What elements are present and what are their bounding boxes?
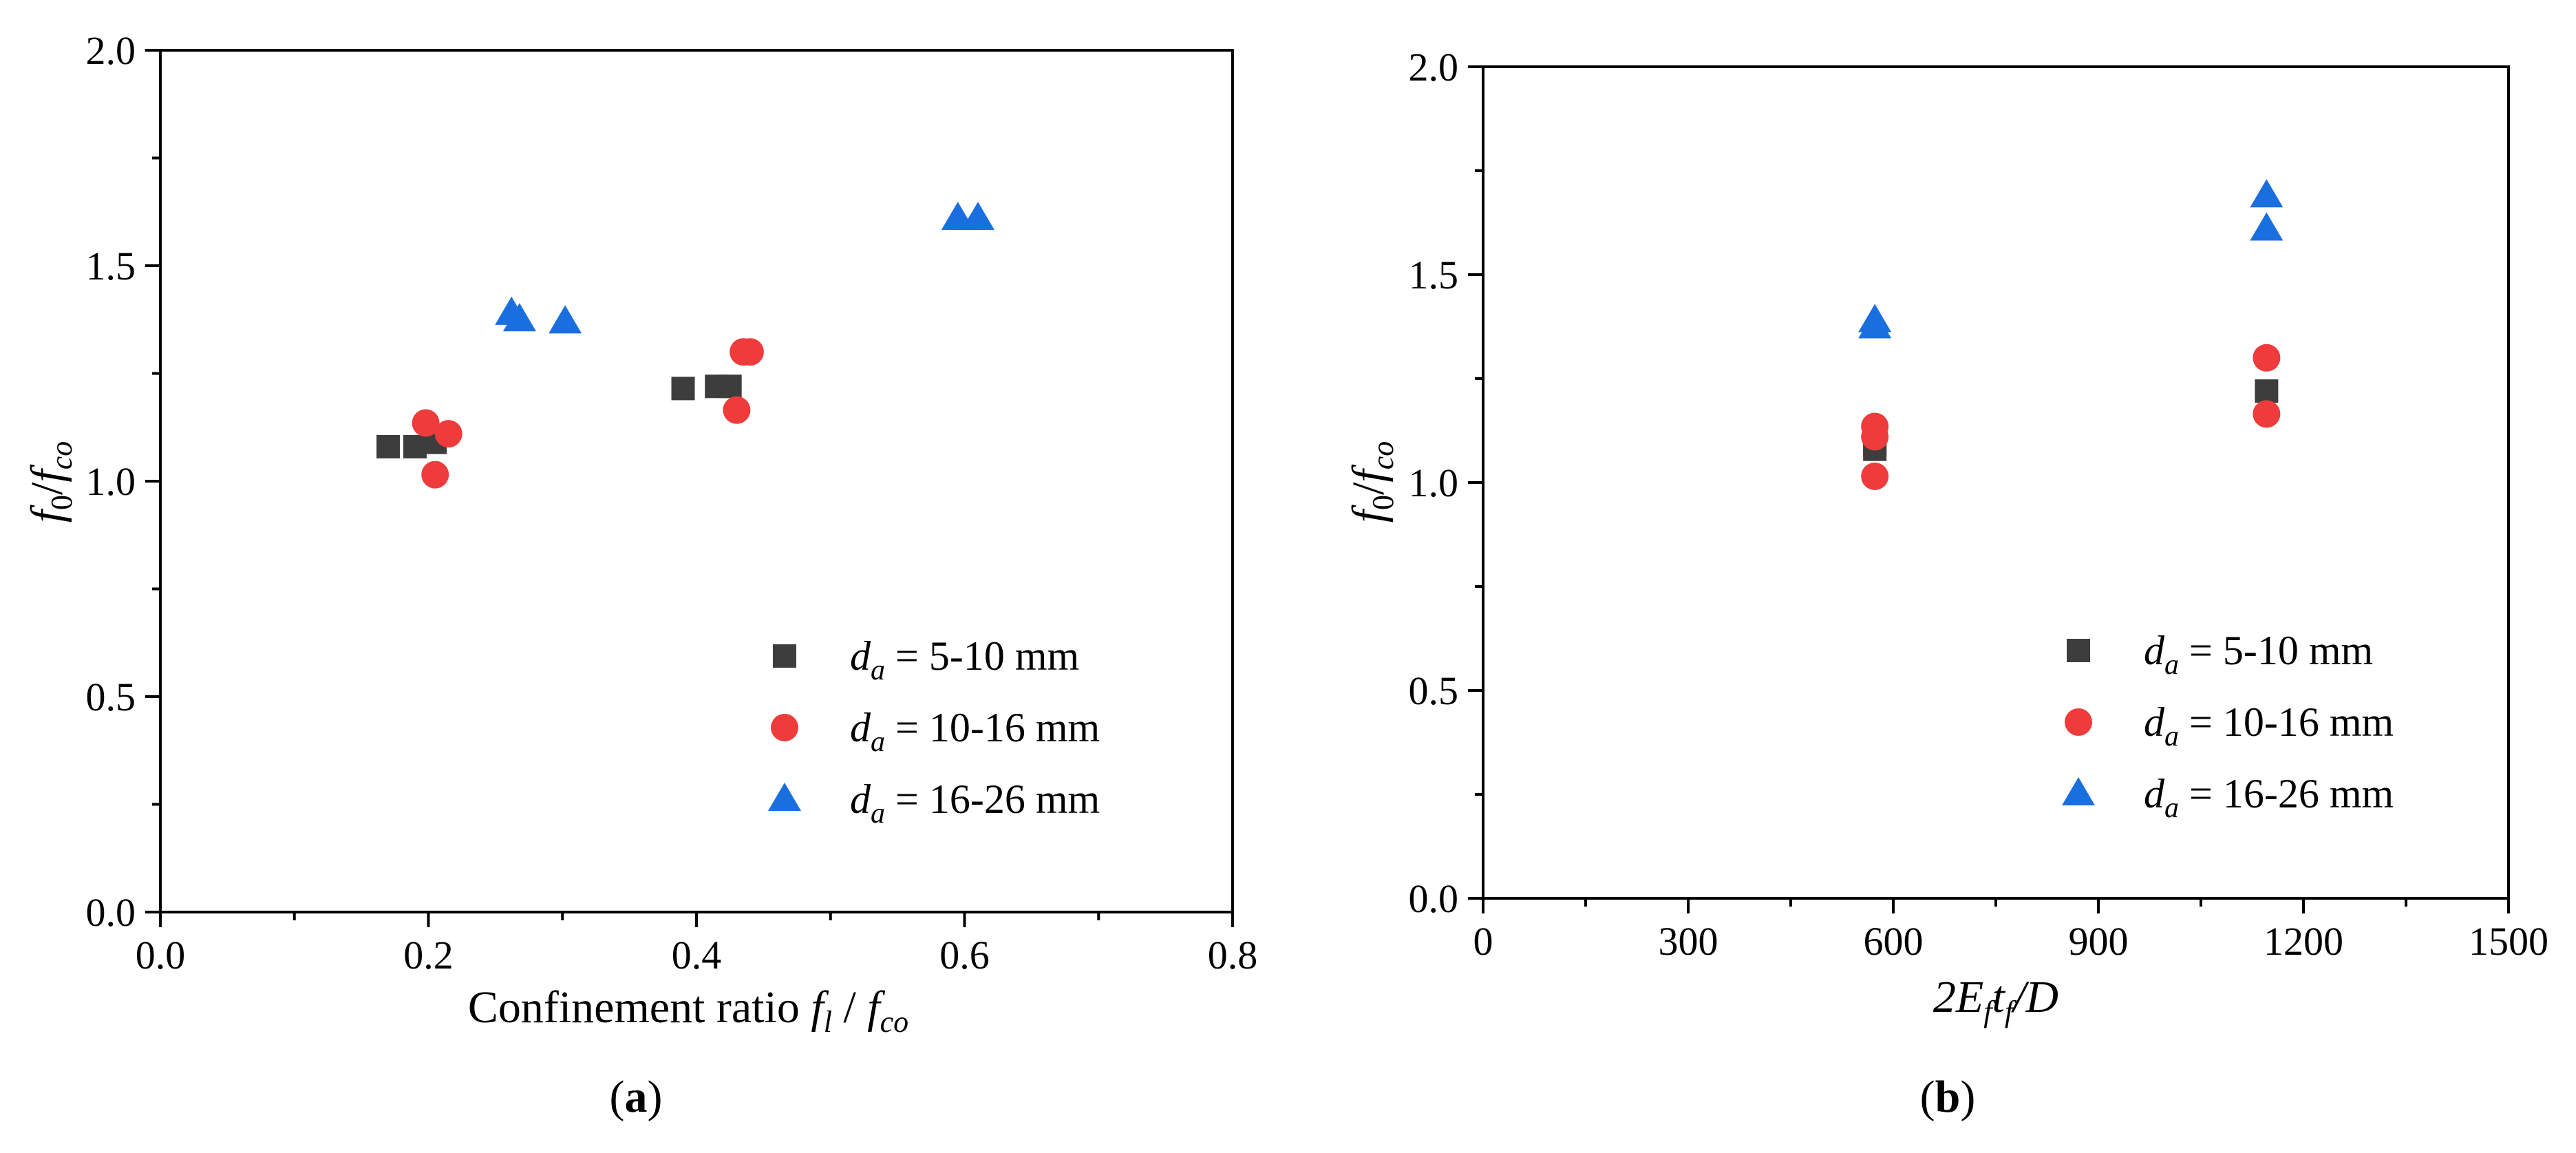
- legend-label: da = 10-16 mm: [2144, 699, 2394, 752]
- panel-a: 0.0 0.2 0.4 0.6 0.8 0.0 0.5 1.0 1.5 2.0 f0/fco Conf…: [22, 28, 1257, 1122]
- legend-label: da = 16-26 mm: [850, 776, 1100, 829]
- data-point-triangle: [549, 305, 582, 334]
- legend-sub: a: [871, 798, 885, 829]
- legend-symbol: d: [850, 705, 871, 750]
- legend-symbol: d: [2144, 628, 2165, 673]
- data-point-circle: [1861, 412, 1889, 441]
- data-point-square: [718, 374, 742, 399]
- legend-label: da = 16-26 mm: [2144, 771, 2394, 824]
- y-title-sub: 0: [1366, 495, 1400, 510]
- x-tick-label: 600: [1864, 919, 1924, 964]
- panel-paren: ): [648, 1072, 663, 1122]
- y-title-slash: /: [22, 482, 72, 495]
- y-tick-label: 1.5: [1409, 253, 1459, 297]
- x-tick-label: 900: [2069, 919, 2129, 964]
- data-point-circle: [2253, 400, 2281, 428]
- x-title-text: /D: [2010, 972, 2058, 1022]
- data-point-circle: [2253, 343, 2281, 372]
- y-title-slash: /: [1343, 482, 1394, 495]
- data-point-square: [671, 377, 695, 401]
- legend-label: da = 5-10 mm: [2144, 628, 2373, 681]
- legend-sub: a: [2164, 649, 2179, 681]
- legend-marker-circle: [2065, 708, 2092, 736]
- legend-rest: = 16-26 mm: [2179, 771, 2394, 816]
- legend-rest: = 5-10 mm: [885, 633, 1079, 679]
- x-tick-label: 0.4: [672, 933, 722, 977]
- data-point-circle: [434, 420, 462, 448]
- legend-label: da = 10-16 mm: [850, 705, 1100, 758]
- y-title-sub: co: [1366, 441, 1400, 470]
- y-axis-title: f0/fco: [1343, 441, 1400, 523]
- legend-sub: a: [2164, 792, 2179, 824]
- x-tick-label: 0.8: [1208, 933, 1258, 977]
- x-title-text: 2E: [1933, 972, 1983, 1022]
- x-title-text: Confinement ratio: [468, 982, 811, 1033]
- y-tick-label: 2.0: [1409, 45, 1459, 89]
- panel-label: (b): [1920, 1072, 1976, 1122]
- data-point-circle: [736, 338, 764, 366]
- panel-paren: ): [1960, 1072, 1975, 1122]
- y-tick-label: 1.0: [1409, 461, 1459, 505]
- x-title-text: t: [1992, 972, 2005, 1022]
- data-point-triangle: [502, 303, 536, 332]
- data-point-circle: [1861, 462, 1889, 490]
- y-axis-title: f0/fco: [22, 441, 78, 523]
- x-tick-label: 0.0: [136, 933, 186, 977]
- legend-rest: = 10-16 mm: [2179, 699, 2394, 745]
- data-point-triangle: [2250, 179, 2284, 208]
- y-tick-label: 1.0: [86, 459, 136, 504]
- y-tick-label: 0.0: [1409, 876, 1459, 921]
- legend-symbol: d: [850, 776, 871, 822]
- x-tick-label: 1200: [2264, 919, 2343, 964]
- panel-b: 0 300 600 900 1200 1500 0.0 0.5 1.0 1.5 2.0 f0/fco 2…: [1343, 45, 2548, 1122]
- data-point-circle: [412, 409, 440, 437]
- x-axis-title: Confinement ratio fl / fco: [468, 982, 908, 1039]
- data-point-square: [376, 434, 401, 458]
- data-point-triangle: [2250, 212, 2284, 241]
- legend-sub: a: [871, 655, 885, 686]
- x-tick-label: 0.6: [939, 933, 990, 977]
- x-title-sub: co: [880, 1005, 909, 1039]
- data-point-circle: [421, 461, 449, 489]
- legend-rest: = 16-26 mm: [885, 776, 1100, 822]
- y-title-sub: co: [45, 441, 78, 470]
- x-tick-label: 0: [1473, 919, 1493, 964]
- legend-symbol: d: [2144, 699, 2165, 745]
- x-tick-label: 0.2: [403, 933, 454, 977]
- legend-marker-square: [2067, 639, 2090, 662]
- y-tick-label: 1.5: [86, 244, 136, 288]
- legend-symbol: d: [2144, 771, 2165, 816]
- y-tick-label: 0.5: [86, 675, 136, 719]
- x-tick-label: 1500: [2469, 919, 2548, 964]
- data-point-square: [403, 434, 427, 458]
- x-title-slash: /: [832, 982, 867, 1033]
- y-tick-label: 2.0: [86, 28, 136, 73]
- x-tick-label: 300: [1659, 919, 1718, 964]
- data-point-triangle: [1858, 304, 1892, 332]
- x-axis-title: 2Eftf/D: [1933, 972, 2058, 1028]
- y-tick-label: 0.5: [1409, 668, 1459, 713]
- panel-paren: (: [1920, 1072, 1935, 1122]
- legend-marker-triangle: [768, 783, 801, 811]
- panel-paren: (: [610, 1072, 625, 1122]
- legend-sub: a: [2164, 721, 2179, 752]
- legend-marker-square: [773, 644, 796, 668]
- panel-label: (a): [610, 1072, 663, 1122]
- y-tick-label: 0.0: [86, 890, 136, 935]
- legend-marker-circle: [771, 714, 798, 741]
- legend-symbol: d: [850, 633, 871, 679]
- legend-label: da = 5-10 mm: [850, 633, 1079, 686]
- legend-rest: = 10-16 mm: [885, 705, 1100, 750]
- x-title-sub: l: [824, 1005, 832, 1039]
- legend-rest: = 5-10 mm: [2179, 628, 2373, 673]
- panel-letter: b: [1935, 1072, 1961, 1122]
- legend-sub: a: [871, 726, 885, 758]
- data-point-triangle: [961, 202, 994, 231]
- panel-letter: a: [625, 1072, 648, 1122]
- legend-marker-triangle: [2062, 777, 2095, 805]
- data-point-square: [2255, 379, 2279, 403]
- data-point-circle: [723, 396, 751, 424]
- y-title-sub: 0: [45, 495, 78, 510]
